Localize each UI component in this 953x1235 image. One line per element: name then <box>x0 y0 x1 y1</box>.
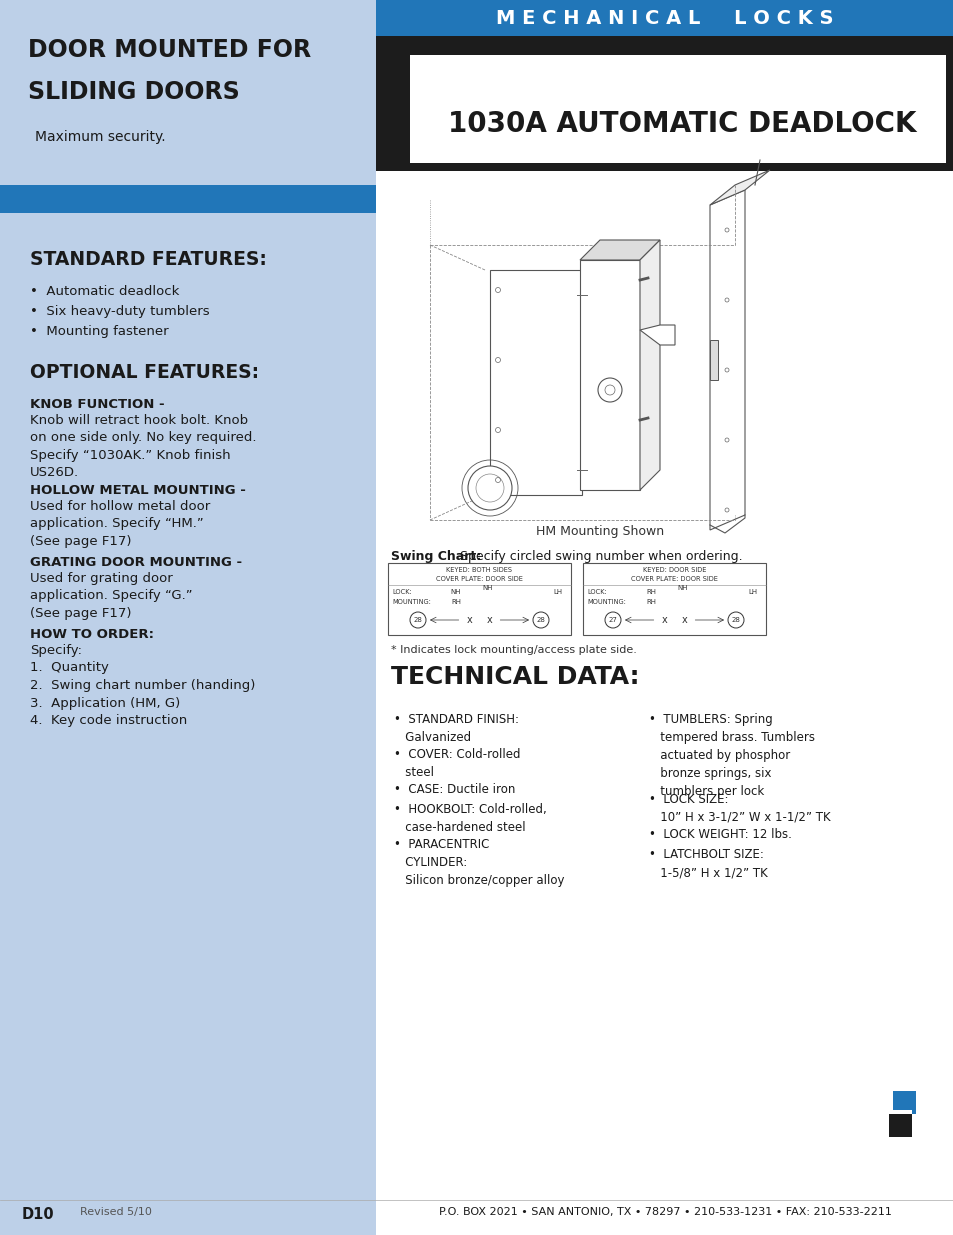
Text: x: x <box>486 615 492 625</box>
Text: RH: RH <box>451 599 460 605</box>
Bar <box>709 340 718 380</box>
Text: LOCK:: LOCK: <box>392 589 412 595</box>
Bar <box>911 1114 915 1137</box>
Bar <box>888 1110 911 1114</box>
Text: •  STANDARD FINISH:
   Galvanized: • STANDARD FINISH: Galvanized <box>394 713 518 743</box>
Text: 1030A AUTOMATIC DEADLOCK: 1030A AUTOMATIC DEADLOCK <box>447 110 915 138</box>
Text: HM Mounting Shown: HM Mounting Shown <box>536 525 663 538</box>
Bar <box>388 563 571 635</box>
Text: MOUNTING:: MOUNTING: <box>392 599 431 605</box>
Text: 28: 28 <box>414 618 422 622</box>
Text: Revised 5/10: Revised 5/10 <box>80 1207 152 1216</box>
Text: NH: NH <box>450 589 460 595</box>
Text: 27: 27 <box>608 618 617 622</box>
Text: Maximum security.: Maximum security. <box>35 130 166 144</box>
Bar <box>892 1091 915 1114</box>
Text: LH: LH <box>554 589 562 595</box>
Bar <box>582 563 765 635</box>
Bar <box>0 185 375 212</box>
Text: * Indicates lock mounting/access plate side.: * Indicates lock mounting/access plate s… <box>391 645 637 655</box>
Text: P.O. BOX 2021 • SAN ANTONIO, TX • 78297 • 210-533-1231 • FAX: 210-533-2211: P.O. BOX 2021 • SAN ANTONIO, TX • 78297 … <box>438 1207 890 1216</box>
Polygon shape <box>639 240 659 490</box>
Text: COVER PLATE: DOOR SIDE: COVER PLATE: DOOR SIDE <box>630 576 718 582</box>
Text: COVER PLATE: DOOR SIDE: COVER PLATE: DOOR SIDE <box>436 576 522 582</box>
Circle shape <box>598 378 621 403</box>
Text: D10: D10 <box>22 1207 54 1221</box>
Text: LH: LH <box>748 589 758 595</box>
Text: HOLLOW METAL MOUNTING -: HOLLOW METAL MOUNTING - <box>30 484 246 496</box>
Text: STANDARD FEATURES:: STANDARD FEATURES: <box>30 249 267 269</box>
Text: NH: NH <box>677 585 687 592</box>
Text: KEYED: BOTH SIDES: KEYED: BOTH SIDES <box>446 567 512 573</box>
Polygon shape <box>579 240 659 261</box>
Text: •  Six heavy-duty tumblers: • Six heavy-duty tumblers <box>30 305 210 317</box>
Text: RH: RH <box>645 589 656 595</box>
Text: •  PARACENTRIC
   CYLINDER:
   Silicon bronze/copper alloy: • PARACENTRIC CYLINDER: Silicon bronze/c… <box>394 839 564 887</box>
Text: •  LATCHBOLT SIZE:
   1-5/8” H x 1/2” TK: • LATCHBOLT SIZE: 1-5/8” H x 1/2” TK <box>648 848 767 879</box>
Text: 28: 28 <box>731 618 740 622</box>
Bar <box>888 1114 911 1137</box>
Bar <box>375 0 953 1235</box>
Bar <box>375 0 953 36</box>
Text: x: x <box>661 615 667 625</box>
Text: DOOR MOUNTED FOR: DOOR MOUNTED FOR <box>28 38 311 62</box>
Text: •  Automatic deadlock: • Automatic deadlock <box>30 285 179 298</box>
Text: •  Mounting fastener: • Mounting fastener <box>30 325 169 338</box>
Text: HOW TO ORDER:: HOW TO ORDER: <box>30 629 153 641</box>
Text: •  TUMBLERS: Spring
   tempered brass. Tumblers
   actuated by phosphor
   bronz: • TUMBLERS: Spring tempered brass. Tumbl… <box>648 713 814 798</box>
Text: Knob will retract hook bolt. Knob
on one side only. No key required.
Specify “10: Knob will retract hook bolt. Knob on one… <box>30 414 256 479</box>
Text: Swing Chart:: Swing Chart: <box>391 550 480 563</box>
Text: Used for hollow metal door
application. Specify “HM.”
(See page F17): Used for hollow metal door application. … <box>30 500 210 548</box>
Text: •  CASE: Ductile iron: • CASE: Ductile iron <box>394 783 515 797</box>
Text: x: x <box>466 615 472 625</box>
Text: NH: NH <box>482 585 493 592</box>
Text: KEYED: DOOR SIDE: KEYED: DOOR SIDE <box>642 567 705 573</box>
Text: M E C H A N I C A L     L O C K S: M E C H A N I C A L L O C K S <box>496 9 833 27</box>
Text: Specify circled swing number when ordering.: Specify circled swing number when orderi… <box>456 550 741 563</box>
Text: Specify:
1.  Quantity
2.  Swing chart number (handing)
3.  Application (HM, G)
4: Specify: 1. Quantity 2. Swing chart numb… <box>30 643 255 727</box>
Text: TECHNICAL DATA:: TECHNICAL DATA: <box>391 664 639 689</box>
Text: •  LOCK WEIGHT: 12 lbs.: • LOCK WEIGHT: 12 lbs. <box>648 827 791 841</box>
Text: OPTIONAL FEATURES:: OPTIONAL FEATURES: <box>30 363 259 382</box>
Text: 28: 28 <box>536 618 545 622</box>
Bar <box>410 56 945 163</box>
Polygon shape <box>709 190 744 530</box>
Text: MOUNTING:: MOUNTING: <box>586 599 625 605</box>
Text: x: x <box>680 615 687 625</box>
Text: KNOB FUNCTION -: KNOB FUNCTION - <box>30 398 165 411</box>
Polygon shape <box>709 170 769 205</box>
Text: •  HOOKBOLT: Cold-rolled,
   case-hardened steel: • HOOKBOLT: Cold-rolled, case-hardened s… <box>394 803 546 834</box>
Bar <box>490 270 581 495</box>
Bar <box>0 0 375 1235</box>
Text: •  LOCK SIZE:
   10” H x 3-1/2” W x 1-1/2” TK: • LOCK SIZE: 10” H x 3-1/2” W x 1-1/2” T… <box>648 793 830 824</box>
Text: RH: RH <box>645 599 656 605</box>
Text: SLIDING DOORS: SLIDING DOORS <box>28 80 239 104</box>
Text: •  COVER: Cold-rolled
   steel: • COVER: Cold-rolled steel <box>394 748 520 779</box>
Text: GRATING DOOR MOUNTING -: GRATING DOOR MOUNTING - <box>30 556 242 569</box>
Bar <box>579 261 639 490</box>
Text: LOCK:: LOCK: <box>586 589 606 595</box>
Circle shape <box>468 466 512 510</box>
Bar <box>375 36 953 170</box>
Polygon shape <box>639 325 675 345</box>
Text: Used for grating door
application. Specify “G.”
(See page F17): Used for grating door application. Speci… <box>30 572 193 620</box>
